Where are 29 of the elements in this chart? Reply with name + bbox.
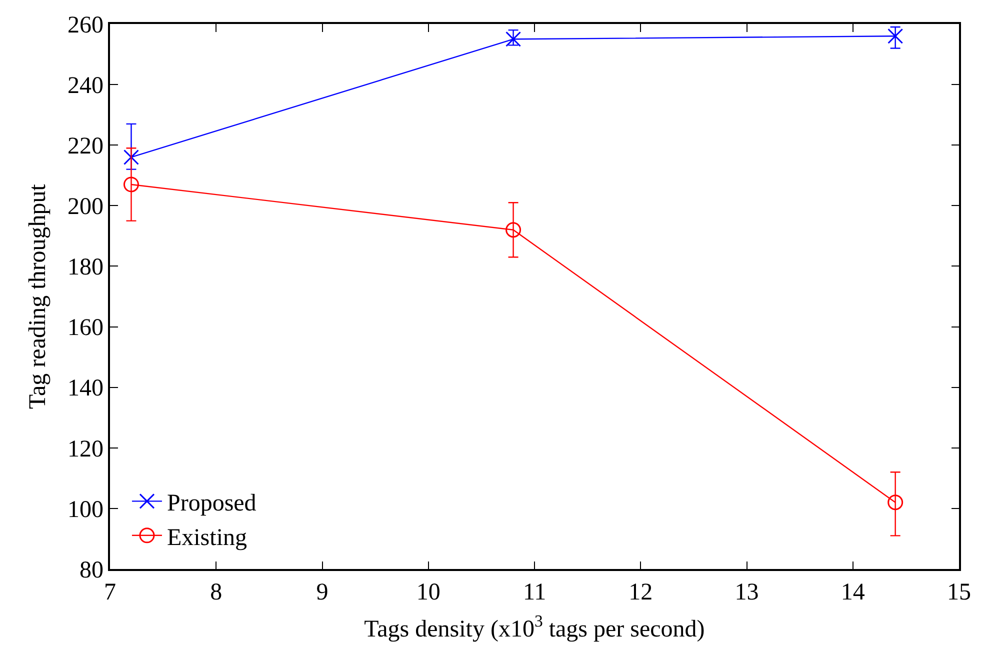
y-tick-label: 260 — [67, 12, 104, 38]
y-tick-label: 80 — [79, 557, 104, 584]
x-tick-label: 13 — [734, 580, 759, 606]
y-axis-title: Tag reading throughput — [25, 184, 52, 409]
y-tick-label: 200 — [67, 194, 104, 220]
point — [506, 222, 522, 238]
x-tick-label: 9 — [316, 580, 328, 606]
x-tick-label: 10 — [416, 580, 440, 606]
point — [506, 31, 522, 47]
point — [123, 149, 139, 165]
legend-label: Existing — [166, 524, 247, 551]
x-tick-label: 7 — [104, 580, 116, 606]
x-tick-label: 12 — [628, 580, 653, 606]
x-tick-label: 15 — [947, 580, 971, 606]
x-tick-label: 11 — [522, 580, 546, 606]
point — [888, 28, 904, 44]
point — [888, 494, 904, 510]
y-tick-label: 220 — [67, 134, 104, 160]
x-axis-title: Tags density (x10$^{3}$ tags per second) — [364, 611, 705, 642]
y-tick-label: 140 — [67, 376, 104, 402]
y-tick-label: 240 — [67, 72, 104, 99]
y-tick-label: 160 — [67, 315, 104, 342]
y-tick-label: 120 — [67, 436, 104, 462]
legend-label: Proposed — [166, 490, 256, 517]
x-tick-label: 8 — [210, 580, 222, 606]
x-tick-label: 14 — [840, 580, 865, 606]
y-tick-label: 100 — [67, 496, 104, 523]
y-tick-label: 180 — [67, 254, 104, 281]
point — [123, 176, 139, 192]
